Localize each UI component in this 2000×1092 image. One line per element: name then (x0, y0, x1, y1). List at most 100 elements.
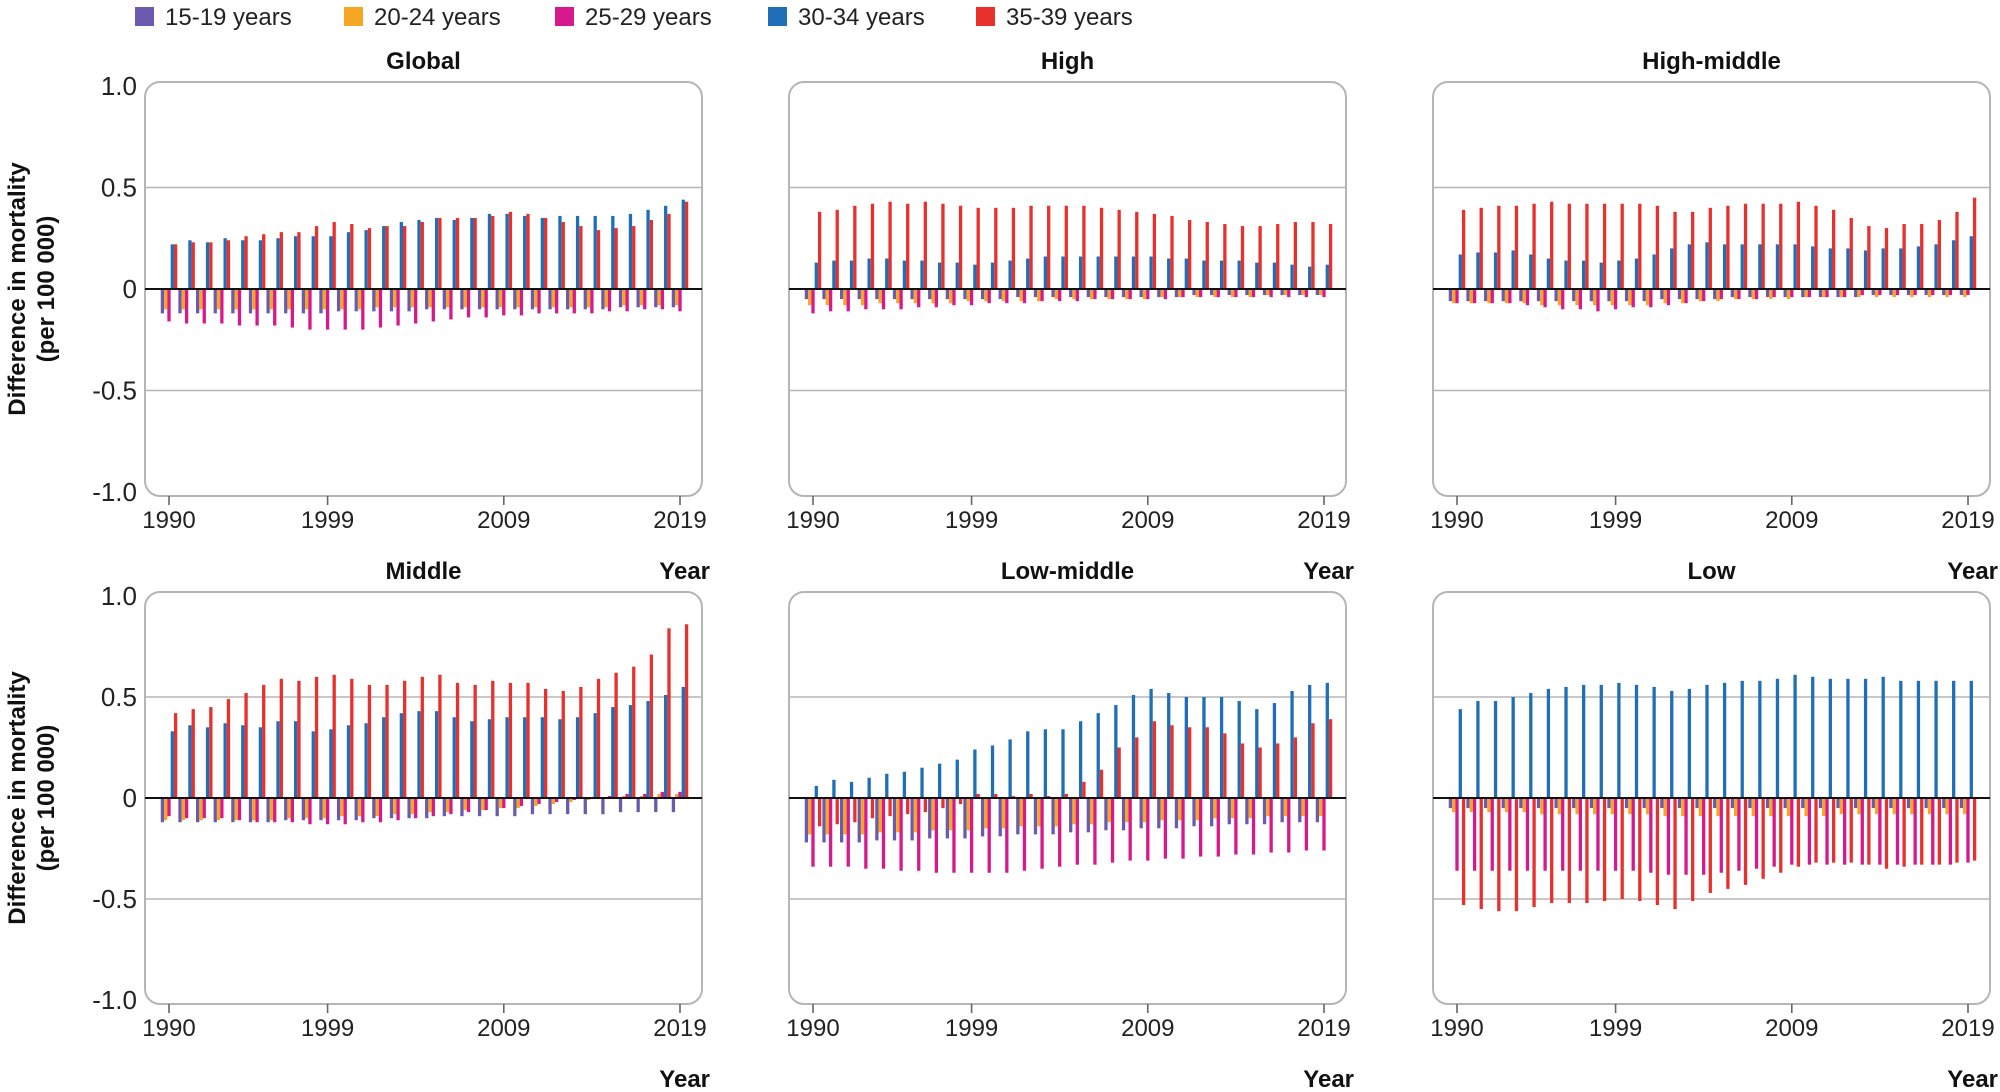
bar-30-34-years-2019 (681, 199, 685, 289)
bar-35-39-years-1997 (297, 680, 301, 798)
bar-20-24-years-2011 (1178, 289, 1182, 298)
bar-30-34-years-2005 (1078, 721, 1083, 798)
bar-30-34-years-2009 (1793, 674, 1797, 798)
bar-30-34-years-2006 (1096, 256, 1100, 289)
bar-25-29-years-1996 (917, 798, 921, 871)
bar-30-34-years-1990 (1458, 709, 1462, 798)
bar-20-24-years-2015 (1892, 798, 1896, 815)
bar-15-19-years-2001 (998, 289, 1002, 300)
bar-15-19-years-2000 (980, 798, 985, 837)
bar-20-24-years-1996 (913, 798, 918, 833)
bar-30-34-years-2018 (1952, 680, 1956, 798)
bar-25-29-years-1998 (952, 289, 956, 306)
bar-30-34-years-2004 (1061, 256, 1065, 289)
bar-35-39-years-2001 (1655, 205, 1660, 289)
bar-25-29-years-1998 (1596, 289, 1600, 312)
bar-20-24-years-2004 (1054, 289, 1059, 300)
y-tick-label: 1.0 (101, 71, 137, 101)
bar-20-24-years-1992 (1487, 289, 1491, 304)
bar-30-34-years-2015 (1899, 680, 1903, 798)
bar-20-24-years-2009 (1142, 798, 1147, 823)
bar-20-24-years-2004 (1054, 798, 1059, 827)
bar-20-24-years-2006 (1089, 289, 1094, 300)
bar-20-24-years-2007 (1107, 798, 1111, 823)
bar-15-19-years-2003 (389, 798, 394, 819)
bar-30-34-years-2015 (1255, 709, 1259, 798)
bar-35-39-years-2001 (367, 684, 372, 798)
bar-35-39-years-2019 (1972, 197, 1977, 289)
bar-35-39-years-2012 (1205, 222, 1209, 289)
bar-35-39-years-2003 (1047, 795, 1051, 798)
bar-15-19-years-2016 (1906, 289, 1911, 296)
bar-35-39-years-2009 (508, 211, 513, 289)
bar-30-34-years-1996 (1564, 686, 1568, 798)
bar-35-39-years-1998 (1602, 798, 1607, 902)
bar-25-29-years-2017 (643, 793, 647, 798)
bar-15-19-years-2008 (477, 798, 482, 817)
bar-25-29-years-1991 (184, 289, 189, 324)
bar-30-34-years-2001 (1652, 254, 1656, 289)
bar-30-34-years-2004 (1705, 242, 1709, 289)
bar-15-19-years-1991 (178, 798, 182, 823)
bar-35-39-years-1992 (209, 707, 213, 798)
bar-20-24-years-2003 (1681, 289, 1685, 304)
bar-30-34-years-1999 (1617, 260, 1621, 289)
bar-15-19-years-2004 (1051, 289, 1055, 298)
bar-30-34-years-1999 (329, 236, 333, 289)
y-tick-label: 0 (123, 274, 137, 304)
bar-35-39-years-2014 (596, 230, 601, 289)
bar-25-29-years-1992 (846, 289, 850, 312)
bar-25-29-years-1992 (202, 289, 206, 324)
bar-20-24-years-1993 (216, 289, 221, 310)
bar-15-19-years-1999 (1607, 289, 1611, 302)
bar-15-19-years-1997 (928, 289, 932, 300)
bar-30-34-years-2015 (611, 707, 615, 798)
bar-15-19-years-2017 (1280, 289, 1284, 296)
bar-15-19-years-1993 (1501, 798, 1505, 809)
y-tick-label: 1.0 (101, 581, 137, 611)
bar-15-19-years-2016 (1262, 289, 1267, 296)
bar-15-19-years-2005 (1069, 289, 1073, 298)
bar-35-39-years-2018 (1955, 211, 1959, 289)
bar-25-29-years-2009 (502, 798, 506, 809)
x-tick-label: 1999 (945, 507, 998, 534)
bar-15-19-years-2015 (1245, 289, 1249, 296)
bar-25-29-years-2006 (1737, 798, 1741, 871)
bar-20-24-years-2012 (1839, 798, 1844, 815)
bar-20-24-years-1994 (234, 798, 238, 821)
bar-15-19-years-2017 (1280, 798, 1284, 823)
bar-20-24-years-2002 (1019, 289, 1023, 302)
bar-30-34-years-1994 (885, 258, 889, 289)
bar-35-39-years-2013 (579, 226, 583, 289)
bar-35-39-years-2008 (1779, 203, 1783, 289)
legend: 15-19 years 20-24 years 25-29 years 30-34 y… (135, 4, 1133, 31)
bar-20-24-years-1994 (878, 798, 882, 833)
bar-30-34-years-2017 (646, 209, 650, 289)
bar-15-19-years-2013 (1210, 798, 1214, 827)
bar-35-39-years-2013 (1223, 733, 1227, 798)
bar-30-34-years-2011 (1828, 248, 1832, 289)
bar-15-19-years-1996 (1554, 798, 1558, 809)
bar-25-29-years-2013 (572, 289, 576, 314)
legend-swatch-5 (976, 7, 995, 26)
x-tick-label: 1990 (1430, 507, 1483, 534)
bar-25-29-years-1996 (273, 798, 277, 823)
bar-30-34-years-1998 (1599, 684, 1603, 798)
legend-swatch-1 (135, 7, 154, 26)
bar-30-34-years-2006 (1740, 244, 1744, 289)
bar-20-24-years-2017 (639, 289, 644, 306)
bar-35-39-years-2005 (1726, 205, 1730, 289)
bar-30-34-years-2009 (505, 213, 509, 289)
bar-35-39-years-2011 (1831, 798, 1836, 863)
bar-20-24-years-1998 (1593, 289, 1597, 306)
bar-30-34-years-2016 (1916, 680, 1921, 798)
bar-35-39-years-2005 (1726, 798, 1730, 889)
legend-label-5: 35-39 years (1006, 4, 1133, 31)
bar-30-34-years-2010 (1811, 246, 1815, 289)
bar-25-29-years-2018 (660, 289, 665, 310)
bar-35-39-years-2010 (526, 213, 530, 289)
bar-20-24-years-1990 (164, 289, 168, 310)
bar-30-34-years-2007 (1114, 705, 1118, 798)
bar-30-34-years-1994 (1529, 254, 1533, 289)
bar-20-24-years-2006 (445, 798, 450, 813)
